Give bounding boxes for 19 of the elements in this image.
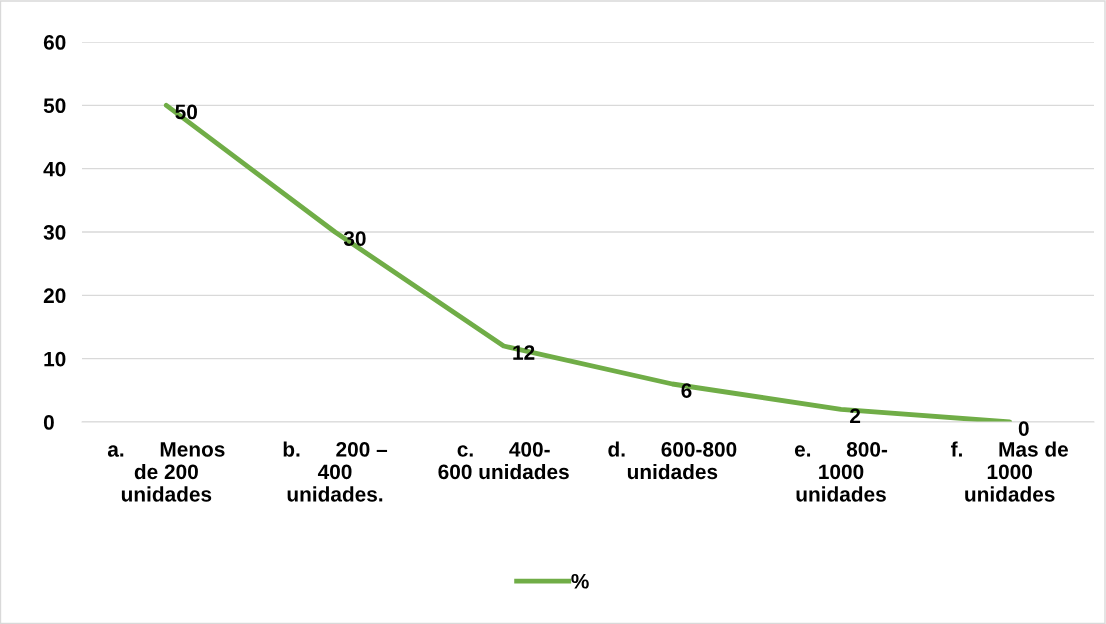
y-tick-label: 20 — [43, 288, 66, 304]
x-tick-label: f. Mas de 1000 unidades — [950, 441, 1068, 502]
x-tick-label: b. 200 – 400 unidades. — [283, 441, 388, 502]
y-tick-label: 60 — [43, 35, 66, 50]
line-series — [163, 102, 1013, 422]
data-label: 50 — [175, 104, 197, 120]
legend-label: % — [571, 573, 589, 589]
y-tick-label: 50 — [43, 98, 66, 114]
data-label: 0 — [1018, 421, 1029, 436]
x-tick-label: d. 600-800 unidades — [608, 441, 737, 480]
data-label: 12 — [513, 345, 535, 360]
x-tick-label: e. 800- 1000 unidades — [794, 441, 888, 502]
y-tick-label: 40 — [43, 161, 66, 177]
y-tick-label: 10 — [44, 351, 66, 367]
data-label: 30 — [343, 231, 366, 246]
y-tick-label: 0 — [43, 415, 54, 430]
x-tick-label: c. 400- 600 unidades — [438, 441, 569, 480]
y-tick-label: 30 — [43, 225, 66, 240]
x-tick-label: a. Menos de 200 unidades — [107, 442, 225, 502]
